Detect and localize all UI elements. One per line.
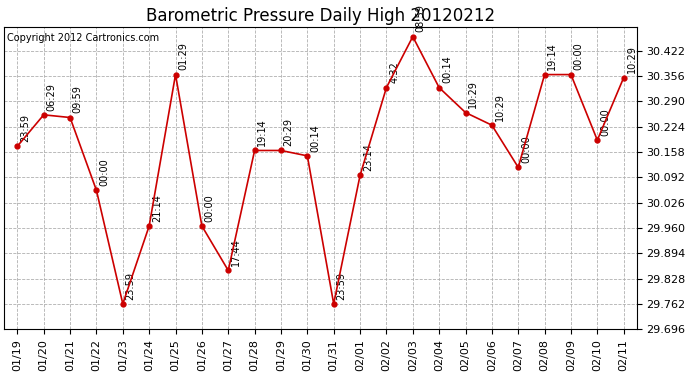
Text: 09:59: 09:59 bbox=[73, 86, 83, 113]
Text: 10:29: 10:29 bbox=[469, 81, 478, 108]
Text: 23:59: 23:59 bbox=[126, 272, 135, 300]
Text: 00:00: 00:00 bbox=[205, 194, 215, 222]
Title: Barometric Pressure Daily High 20120212: Barometric Pressure Daily High 20120212 bbox=[146, 8, 495, 26]
Text: 01:29: 01:29 bbox=[178, 42, 188, 70]
Text: 23:14: 23:14 bbox=[363, 143, 373, 171]
Text: 23:59: 23:59 bbox=[337, 272, 346, 300]
Text: 17:44: 17:44 bbox=[231, 238, 241, 266]
Text: Copyright 2012 Cartronics.com: Copyright 2012 Cartronics.com bbox=[8, 33, 159, 43]
Text: 20:29: 20:29 bbox=[284, 118, 294, 146]
Text: 00:00: 00:00 bbox=[99, 158, 109, 186]
Text: 21:14: 21:14 bbox=[152, 194, 162, 222]
Text: 00:00: 00:00 bbox=[600, 108, 610, 136]
Text: 10:29: 10:29 bbox=[495, 93, 504, 121]
Text: 4:32: 4:32 bbox=[389, 62, 400, 84]
Text: 08:59: 08:59 bbox=[415, 4, 426, 33]
Text: 00:00: 00:00 bbox=[521, 135, 531, 163]
Text: 00:14: 00:14 bbox=[310, 124, 320, 152]
Text: 19:14: 19:14 bbox=[257, 118, 268, 146]
Text: 06:29: 06:29 bbox=[46, 83, 57, 111]
Text: 00:00: 00:00 bbox=[573, 43, 584, 70]
Text: 10:29: 10:29 bbox=[627, 46, 636, 74]
Text: 23:59: 23:59 bbox=[20, 114, 30, 142]
Text: 00:14: 00:14 bbox=[442, 56, 452, 84]
Text: 19:14: 19:14 bbox=[547, 43, 558, 70]
